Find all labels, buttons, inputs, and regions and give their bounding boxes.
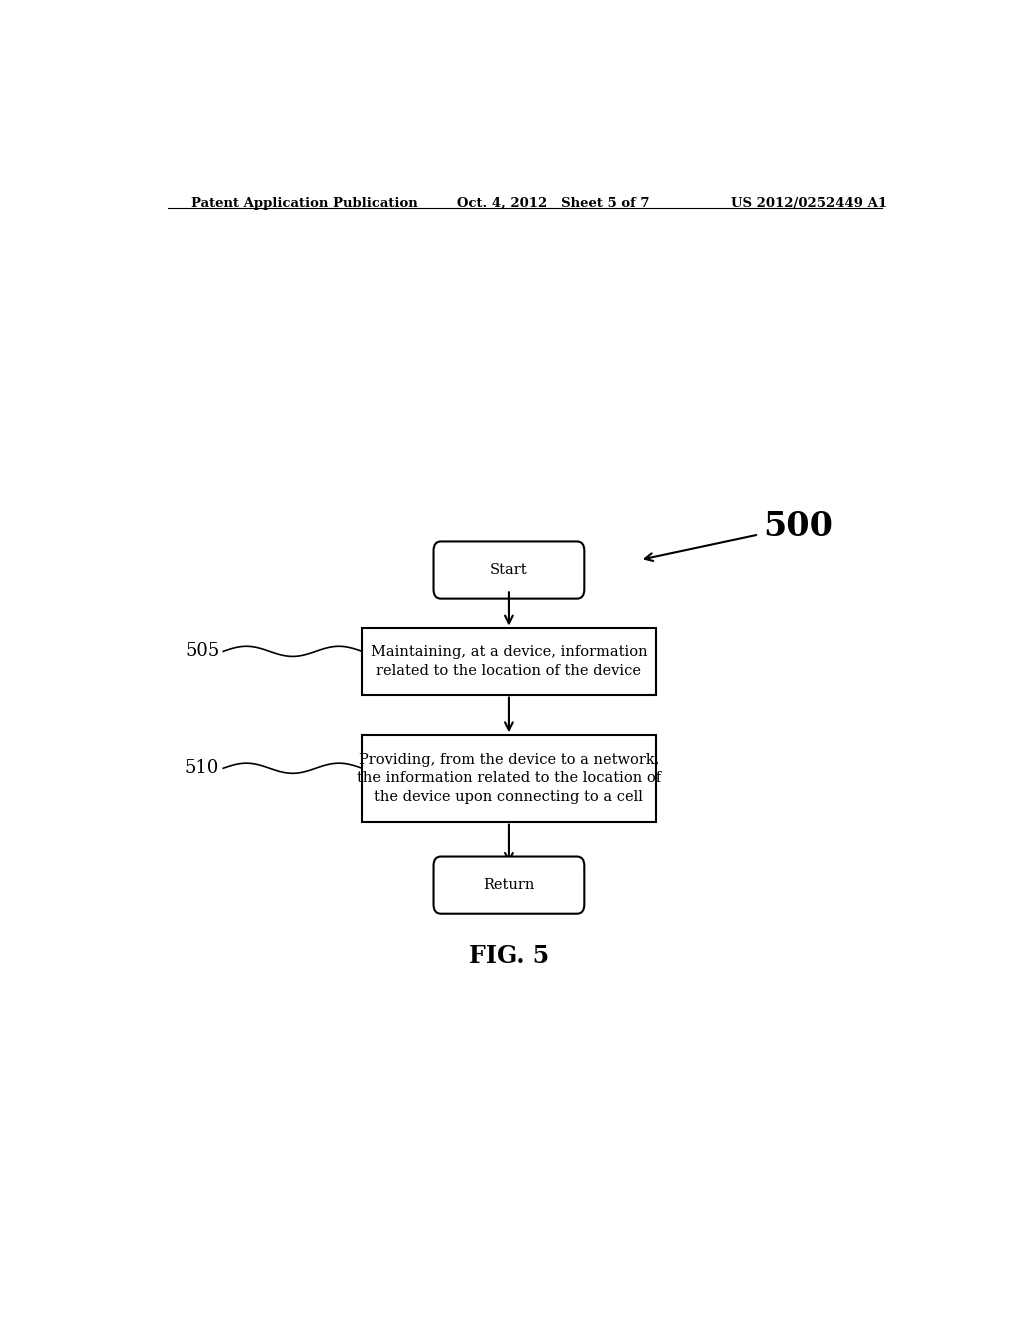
FancyBboxPatch shape bbox=[433, 857, 585, 913]
Text: Return: Return bbox=[483, 878, 535, 892]
Text: FIG. 5: FIG. 5 bbox=[469, 944, 549, 969]
Text: 500: 500 bbox=[763, 510, 833, 543]
Text: Maintaining, at a device, information
related to the location of the device: Maintaining, at a device, information re… bbox=[371, 645, 647, 677]
Text: 505: 505 bbox=[185, 643, 219, 660]
Text: Providing, from the device to a network,
the information related to the location: Providing, from the device to a network,… bbox=[357, 752, 660, 804]
Bar bbox=[362, 735, 655, 821]
Text: 510: 510 bbox=[185, 759, 219, 777]
Text: US 2012/0252449 A1: US 2012/0252449 A1 bbox=[731, 197, 887, 210]
Text: Patent Application Publication: Patent Application Publication bbox=[191, 197, 418, 210]
Text: Oct. 4, 2012   Sheet 5 of 7: Oct. 4, 2012 Sheet 5 of 7 bbox=[458, 197, 650, 210]
Bar bbox=[362, 628, 655, 694]
FancyBboxPatch shape bbox=[433, 541, 585, 599]
Text: Start: Start bbox=[490, 564, 527, 577]
